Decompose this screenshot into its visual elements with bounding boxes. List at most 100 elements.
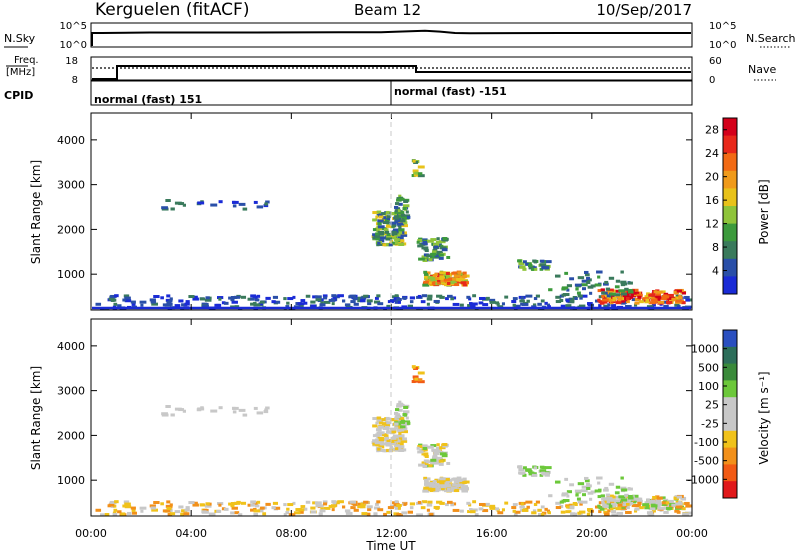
- power-echo-cell: [375, 237, 380, 241]
- velocity-echo-cell: [644, 501, 652, 505]
- velocity-echo-cell: [577, 500, 583, 504]
- power-echo-cell: [485, 296, 490, 300]
- power-echo-cell: [331, 294, 337, 298]
- power-echo-cell: [232, 200, 239, 204]
- velocity-echo-cell: [654, 501, 662, 505]
- velocity-echo-cell: [386, 510, 391, 514]
- velocity-echo-cell: [685, 504, 691, 508]
- colorbar-swatch: [723, 481, 737, 499]
- power-echo-cell: [645, 298, 650, 302]
- power-echo-cell: [632, 288, 639, 292]
- velocity-echo-cell: [403, 502, 407, 506]
- velocity-echo-cell: [428, 487, 436, 491]
- cpid-label: CPID: [4, 89, 33, 102]
- velocity-echo-cell: [452, 477, 457, 481]
- velocity-echo-cell: [581, 485, 588, 489]
- power-echo-cell: [403, 296, 407, 300]
- velocity-echo-cell: [454, 489, 460, 493]
- velocity-echo-cell: [403, 422, 407, 426]
- power-echo-cell: [608, 276, 615, 280]
- velocity-echo-cell: [378, 421, 384, 425]
- power-echo-cell: [430, 278, 438, 282]
- velocity-echo-cell: [385, 443, 392, 447]
- power-echo-cell: [117, 304, 122, 308]
- power-echo-cell: [421, 294, 428, 298]
- power-echo-cell: [287, 297, 294, 301]
- power-echo-cell: [438, 253, 444, 257]
- velocity-echo-cell: [377, 431, 385, 435]
- velocity-echo-cell: [271, 506, 276, 510]
- velocity-echo-cell: [355, 502, 362, 506]
- velocity-echo-cell: [377, 425, 384, 429]
- power-echo-cell: [396, 222, 402, 226]
- power-echo-cell: [377, 302, 384, 306]
- power-echo-cell: [400, 213, 405, 217]
- velocity-echo-cell: [399, 437, 405, 441]
- velocity-echo-cell: [459, 482, 464, 486]
- power-echo-cell: [604, 280, 609, 284]
- power-echo-cell: [254, 298, 260, 302]
- velocity-echo-cell: [376, 418, 383, 422]
- power-echo-cell: [398, 231, 403, 235]
- power-echo-cell: [617, 297, 623, 301]
- power-echo-cell: [537, 302, 542, 306]
- velocity-echo-cell: [604, 486, 609, 490]
- colorbar-tick-label: 1000: [691, 343, 719, 356]
- velocity-echo-cell: [450, 486, 457, 490]
- power-echo-cell: [668, 299, 674, 303]
- power-echo-cell: [359, 299, 366, 303]
- power-echo-cell: [399, 231, 405, 235]
- velocity-echo-cell: [366, 505, 373, 509]
- power-echo-cell: [395, 300, 400, 304]
- velocity-echo-cell: [684, 501, 690, 505]
- power-echo-cell: [360, 296, 367, 300]
- power-echo-cell: [297, 302, 305, 306]
- velocity-echo-cell: [292, 501, 296, 505]
- power-echo-cell: [434, 253, 440, 257]
- power-echo-cell: [378, 242, 386, 246]
- power-echo-cell: [427, 276, 435, 280]
- velocity-echo-cell: [254, 504, 260, 508]
- power-echo-cell: [426, 302, 430, 306]
- velocity-echo-cell: [428, 464, 433, 468]
- power-echo-cell: [153, 295, 160, 299]
- velocity-echo-cell: [442, 443, 448, 447]
- velocity-echo-cell: [110, 500, 117, 504]
- power-echo-cell: [398, 197, 405, 201]
- power-echo-cell: [204, 298, 212, 302]
- power-echo-cell: [634, 301, 640, 305]
- velocity-echo-cell: [381, 418, 386, 422]
- velocity-echo-cell: [533, 466, 538, 470]
- power-echo-cell: [642, 297, 650, 301]
- power-echo-cell: [460, 281, 467, 285]
- power-echo-cell: [620, 280, 627, 284]
- power-echo-cell: [331, 302, 335, 306]
- velocity-echo-cell: [374, 502, 379, 506]
- power-echo-cell: [446, 255, 451, 259]
- velocity-echo-cell: [422, 447, 428, 451]
- power-echo-cell: [454, 283, 460, 287]
- velocity-echo-cell: [440, 485, 447, 489]
- velocity-echo-cell: [608, 501, 615, 505]
- power-echo-cell: [676, 289, 682, 293]
- power-echo-cell: [428, 258, 433, 262]
- velocity-echo-cell: [615, 485, 621, 489]
- velocity-echo-cell: [468, 503, 472, 507]
- velocity-echo-cell: [504, 501, 509, 505]
- velocity-echo-cell: [398, 400, 402, 404]
- power-echo-cell: [497, 305, 504, 309]
- power-echo-cell: [446, 275, 450, 279]
- velocity-echo-cell: [520, 502, 524, 506]
- power-echo-cell: [430, 238, 437, 242]
- velocity-echo-cell: [345, 511, 353, 515]
- velocity-echo-cell: [250, 500, 257, 504]
- power-echo-cell: [598, 300, 603, 304]
- power-echo-cell: [385, 210, 390, 214]
- power-echo-cell: [395, 202, 400, 206]
- velocity-echo-cell: [218, 503, 222, 507]
- velocity-echo-cell: [625, 510, 632, 514]
- velocity-echo-cell: [570, 512, 576, 516]
- velocity-echo-cell: [375, 421, 379, 425]
- velocity-echo-cell: [238, 408, 246, 412]
- velocity-echo-cell: [376, 500, 381, 504]
